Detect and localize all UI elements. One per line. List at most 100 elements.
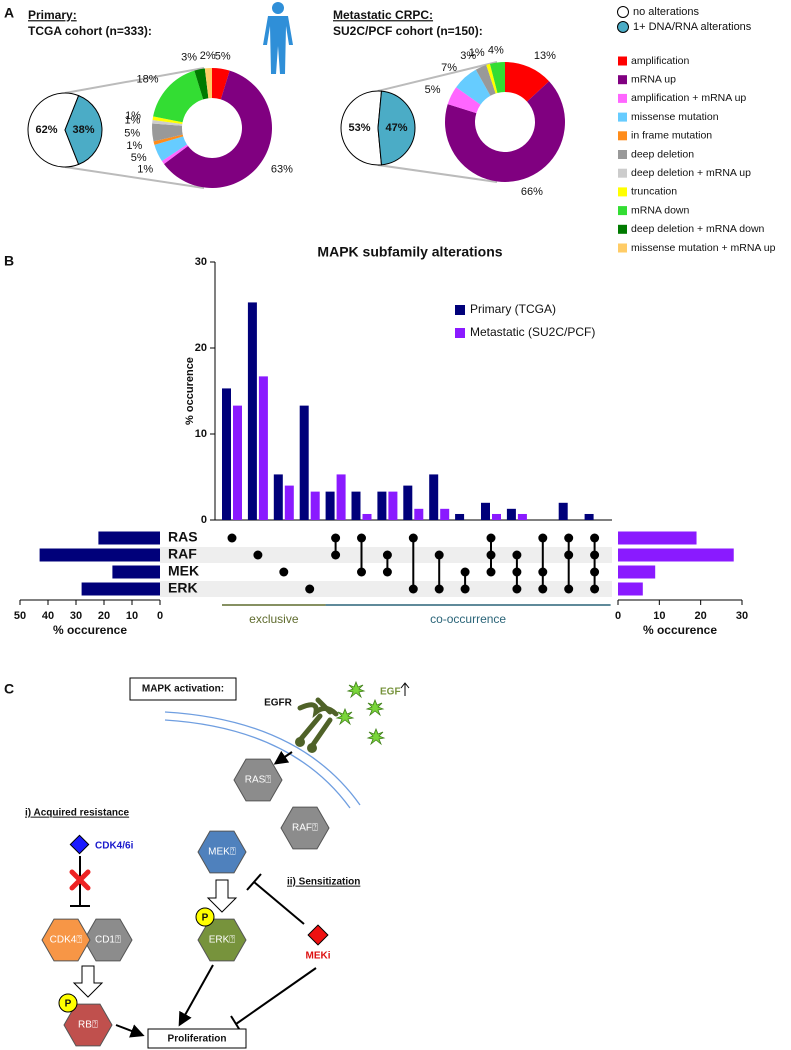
connector	[377, 61, 498, 92]
outcome-label: Proliferation	[168, 1034, 227, 1045]
intersection-dot	[331, 533, 341, 543]
x-tick-label: 30	[736, 610, 748, 622]
pie-slice	[340, 90, 383, 166]
donut-value-label: 3%	[181, 51, 197, 63]
receptor-foot	[295, 737, 305, 747]
donut-value-label: 13%	[534, 50, 556, 62]
donut-value-label: 63%	[271, 163, 293, 175]
panel-label: A	[4, 5, 14, 21]
set-size-bar	[618, 582, 643, 596]
inhibition-bar	[246, 873, 262, 891]
legend-swatch	[618, 206, 627, 216]
donut-value-label: 5%	[131, 152, 147, 164]
drug-label: MEKi	[306, 951, 331, 962]
protein-node	[41, 918, 91, 962]
drug-icon	[307, 924, 329, 946]
intersection-dot	[382, 567, 392, 577]
donut-slice	[456, 69, 491, 105]
intersection-dot	[512, 584, 522, 594]
donut-value-label: 1%	[125, 110, 141, 122]
legend-swatch	[618, 243, 627, 253]
legend-swatch	[617, 21, 629, 33]
ligand-label: EGF	[380, 687, 401, 698]
set-label: RAF	[168, 546, 197, 562]
bar	[492, 513, 501, 520]
chart-title: Primary:	[28, 8, 77, 22]
phospho-label: P	[65, 999, 72, 1010]
donut-value-label: 7%	[441, 62, 457, 74]
legend-swatch	[618, 75, 627, 85]
arrow	[115, 1024, 145, 1038]
intersection-dot	[486, 567, 496, 577]
x-tick-label: 40	[42, 610, 54, 622]
set-size-bar	[112, 565, 160, 579]
inhibition-line	[253, 881, 305, 925]
bar	[247, 302, 257, 520]
connector	[377, 164, 498, 183]
panel-label: B	[4, 253, 14, 269]
connector	[64, 67, 205, 94]
diagram-title: MAPK activation:	[142, 684, 224, 695]
set-size-bar	[98, 531, 160, 545]
intersection-dot	[331, 550, 341, 560]
pie-value-label: 53%	[348, 122, 370, 134]
donut-value-label: 1%	[124, 114, 140, 126]
intersection-dot	[538, 533, 548, 543]
bar	[299, 405, 309, 520]
donut-slice	[204, 68, 212, 99]
intersection-dot	[408, 533, 418, 543]
set-label: MEK	[168, 563, 199, 579]
x-axis-label: % occurence	[643, 623, 717, 637]
donut-value-label: 1%	[126, 140, 142, 152]
protein-label: MEK⍰	[208, 847, 236, 858]
membrane	[164, 711, 361, 806]
intersection-dot	[564, 584, 574, 594]
legend-swatch	[618, 131, 627, 141]
intersection-dot	[434, 550, 444, 560]
intersection-dot	[460, 567, 470, 577]
bar	[310, 491, 320, 520]
intersection-dot	[408, 584, 418, 594]
bar	[388, 491, 398, 520]
x-axis-label: % occurence	[53, 623, 127, 637]
legend-label: deep deletion	[631, 148, 694, 160]
intersection-dot	[279, 567, 289, 577]
legend-swatch	[455, 328, 465, 338]
bar	[455, 513, 465, 520]
intersection-dot	[590, 584, 600, 594]
group-label: co-occurrence	[430, 612, 506, 626]
pathway-nodes: RAS⍰ RAF⍰ MEK⍰ ERK⍰ CD1⍰ CDK4⍰ RB⍰ P P	[41, 758, 330, 1047]
drug-icon	[69, 834, 90, 855]
ligand	[365, 698, 385, 717]
section-label: i) Acquired resistance	[25, 808, 130, 819]
receptor-label: EGFR	[264, 698, 293, 709]
bar	[362, 513, 372, 520]
donut-slice	[152, 116, 183, 124]
protein-label: CD1⍰	[95, 935, 121, 946]
donut-value-label: 18%	[136, 74, 158, 86]
intersection-dot	[512, 567, 522, 577]
donut-slice	[194, 68, 209, 100]
egfr-receptor	[297, 697, 339, 749]
pie-value-label: 38%	[72, 124, 94, 136]
intersection-dot	[486, 550, 496, 560]
bar	[558, 502, 568, 520]
egf-ligands	[335, 680, 386, 746]
legend-label: amplification	[631, 55, 690, 67]
blocked-mark	[69, 869, 91, 891]
set-size-bar	[618, 548, 734, 562]
legend-label: truncation	[631, 186, 677, 198]
donut-slice	[154, 136, 187, 162]
legend-label: mRNA down	[631, 204, 690, 216]
donut-slice	[153, 70, 204, 123]
donut-slice	[161, 144, 188, 164]
set-size-bar	[81, 582, 160, 596]
set-size-bar	[618, 565, 656, 579]
legend-swatch	[618, 224, 627, 234]
protein-label: CDK4⍰	[50, 935, 83, 946]
panel-label: C	[4, 681, 14, 697]
protein-node	[280, 806, 330, 850]
connector	[64, 166, 205, 189]
legend-label: deep deletion + mRNA down	[631, 223, 765, 235]
